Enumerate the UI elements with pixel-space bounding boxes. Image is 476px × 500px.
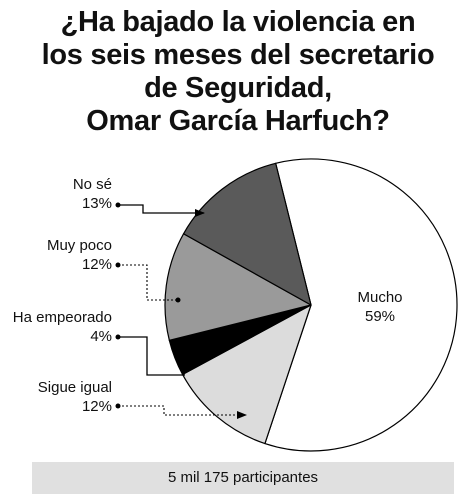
pie-slice-no-s-	[182, 162, 312, 306]
slice-label: Muy poco	[46, 237, 112, 254]
slice-value: 12%	[81, 398, 112, 415]
pie-slice-mucho	[264, 158, 458, 452]
pie-slice-sigue-igual	[181, 304, 312, 445]
slice-label: Mucho	[357, 289, 403, 306]
slice-value: 13%	[81, 195, 112, 212]
slice-value: 12%	[81, 256, 112, 273]
leader-line-ha-empeorado	[118, 336, 185, 376]
slice-value: 59%	[364, 308, 396, 325]
leader-line-sigue-igual	[118, 405, 247, 419]
title-line: Omar García Harfuch?	[86, 105, 390, 137]
label-muy-poco: Muy poco 12%	[10, 236, 112, 274]
leader-dot-no-se	[115, 202, 121, 208]
slice-label: No sé	[72, 176, 112, 193]
chart-title: ¿Ha bajado la violencia en los seis mese…	[0, 6, 476, 138]
leader-dot-muy-poco-end	[175, 297, 181, 303]
label-no-se: No sé 13%	[40, 175, 112, 213]
title-line: ¿Ha bajado la violencia en	[60, 6, 416, 38]
leader-dot-sigue-igual	[115, 403, 121, 409]
label-sigue-igual: Sigue igual 12%	[10, 378, 112, 416]
label-mucho: Mucho 59%	[340, 288, 420, 326]
participants-footer: 5 mil 175 participantes	[32, 462, 454, 494]
slice-value: 4%	[90, 328, 112, 345]
title-line: de Seguridad,	[144, 72, 332, 104]
title-line: los seis meses del secretario	[41, 39, 435, 71]
pie-slice-muy-poco	[164, 233, 312, 341]
slice-label: Ha empeorado	[12, 309, 112, 326]
leader-line-no-se	[118, 204, 205, 217]
slice-label: Sigue igual	[37, 379, 112, 396]
leader-dot-ha-empeorado	[115, 334, 121, 340]
label-ha-empeorado: Ha empeorado 4%	[0, 308, 112, 346]
leader-dot-muy-poco	[115, 262, 121, 268]
